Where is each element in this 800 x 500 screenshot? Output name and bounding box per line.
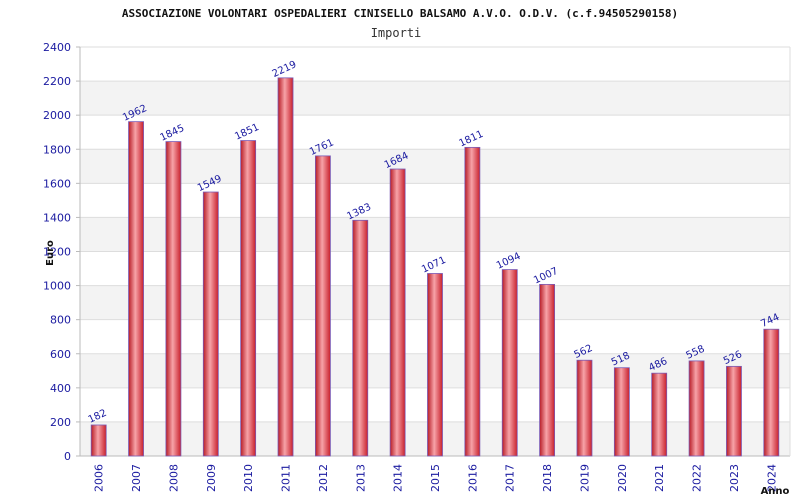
x-tick-label-2012: 2012 (317, 464, 330, 492)
bar-2022 (688, 360, 705, 457)
y-tick-label: 400 (50, 382, 71, 395)
x-tick-label-2009: 2009 (205, 464, 218, 492)
data-label-2010: 1851 (233, 122, 261, 143)
x-tick-label-2023: 2023 (728, 464, 741, 492)
x-tick-label-2013: 2013 (354, 464, 367, 492)
grid-band (80, 81, 790, 116)
x-tick-label-2016: 2016 (466, 464, 479, 492)
bar-2019 (576, 359, 593, 457)
y-axis-label: Euro (45, 240, 56, 266)
x-tick-label-2014: 2014 (392, 464, 405, 492)
bar-2018 (539, 283, 556, 457)
y-tick-label: 2200 (43, 75, 71, 88)
x-tick-label-2019: 2019 (578, 464, 591, 492)
x-tick-label-2017: 2017 (504, 464, 517, 492)
y-tick-label: 200 (50, 416, 71, 429)
bar-2016 (464, 146, 481, 457)
chart-title: ASSOCIAZIONE VOLONTARI OSPEDALIERI CINIS… (122, 7, 678, 20)
y-tick-label: 2000 (43, 109, 71, 122)
y-tick-label: 1600 (43, 177, 71, 190)
data-label-2015: 1071 (420, 255, 448, 276)
plot-bands (80, 81, 790, 456)
y-tick-label: 1000 (43, 280, 71, 293)
y-tick-label: 0 (64, 450, 71, 463)
data-label-2018: 1007 (532, 266, 560, 287)
y-axis-ticks: 0 200 400 600 800 1000 1200 1400 1600 1800 2000 220… (43, 41, 80, 463)
data-label-2008: 1845 (159, 123, 187, 144)
y-tick-label: 600 (50, 348, 71, 361)
bar-2021 (651, 372, 668, 457)
grid-band (80, 217, 790, 252)
y-tick-label: 2400 (43, 41, 71, 54)
data-label-2011: 2219 (271, 59, 299, 80)
x-tick-label-2021: 2021 (653, 464, 666, 492)
chart-subtitle: Importi (371, 26, 422, 40)
x-tick-label-2010: 2010 (242, 464, 255, 492)
x-tick-label-2015: 2015 (429, 464, 442, 492)
x-tick-label-2006: 2006 (93, 464, 106, 492)
bar-2020 (613, 367, 630, 457)
x-tick-label-2022: 2022 (691, 464, 704, 492)
bar-2010 (240, 140, 257, 457)
y-tick-label: 1800 (43, 143, 71, 156)
bar-2006 (90, 424, 107, 457)
data-label-2016: 1811 (457, 129, 485, 150)
bar-2014 (389, 168, 406, 457)
y-tick-label: 1200 (43, 246, 71, 259)
x-tick-label-2024: 2024 (765, 464, 778, 492)
bar-2008 (165, 141, 182, 457)
bars (90, 77, 780, 457)
bar-2015 (427, 273, 443, 457)
bar-2009 (202, 191, 219, 457)
bar-2007 (128, 121, 144, 457)
x-tick-label-2008: 2008 (167, 464, 180, 492)
bar-2013 (352, 219, 369, 457)
bar-2011 (277, 77, 294, 457)
data-label-2017: 1094 (495, 251, 523, 272)
grid-band (80, 149, 790, 184)
bar-2017 (501, 269, 518, 457)
bar-2024 (763, 328, 780, 457)
y-tick-label: 1400 (43, 211, 71, 224)
x-axis-label: Anno (761, 486, 790, 497)
x-axis-ticks: 2006 2007 2008 2009 2010 2011 2012 2013 2014 2015… (93, 464, 779, 492)
y-tick-label: 800 (50, 314, 71, 327)
x-tick-label-2020: 2020 (616, 464, 629, 492)
x-tick-label-2007: 2007 (130, 464, 143, 492)
bar-2023 (726, 365, 742, 457)
x-tick-label-2011: 2011 (280, 464, 293, 492)
bar-2012 (314, 155, 331, 457)
x-tick-label-2018: 2018 (541, 464, 554, 492)
